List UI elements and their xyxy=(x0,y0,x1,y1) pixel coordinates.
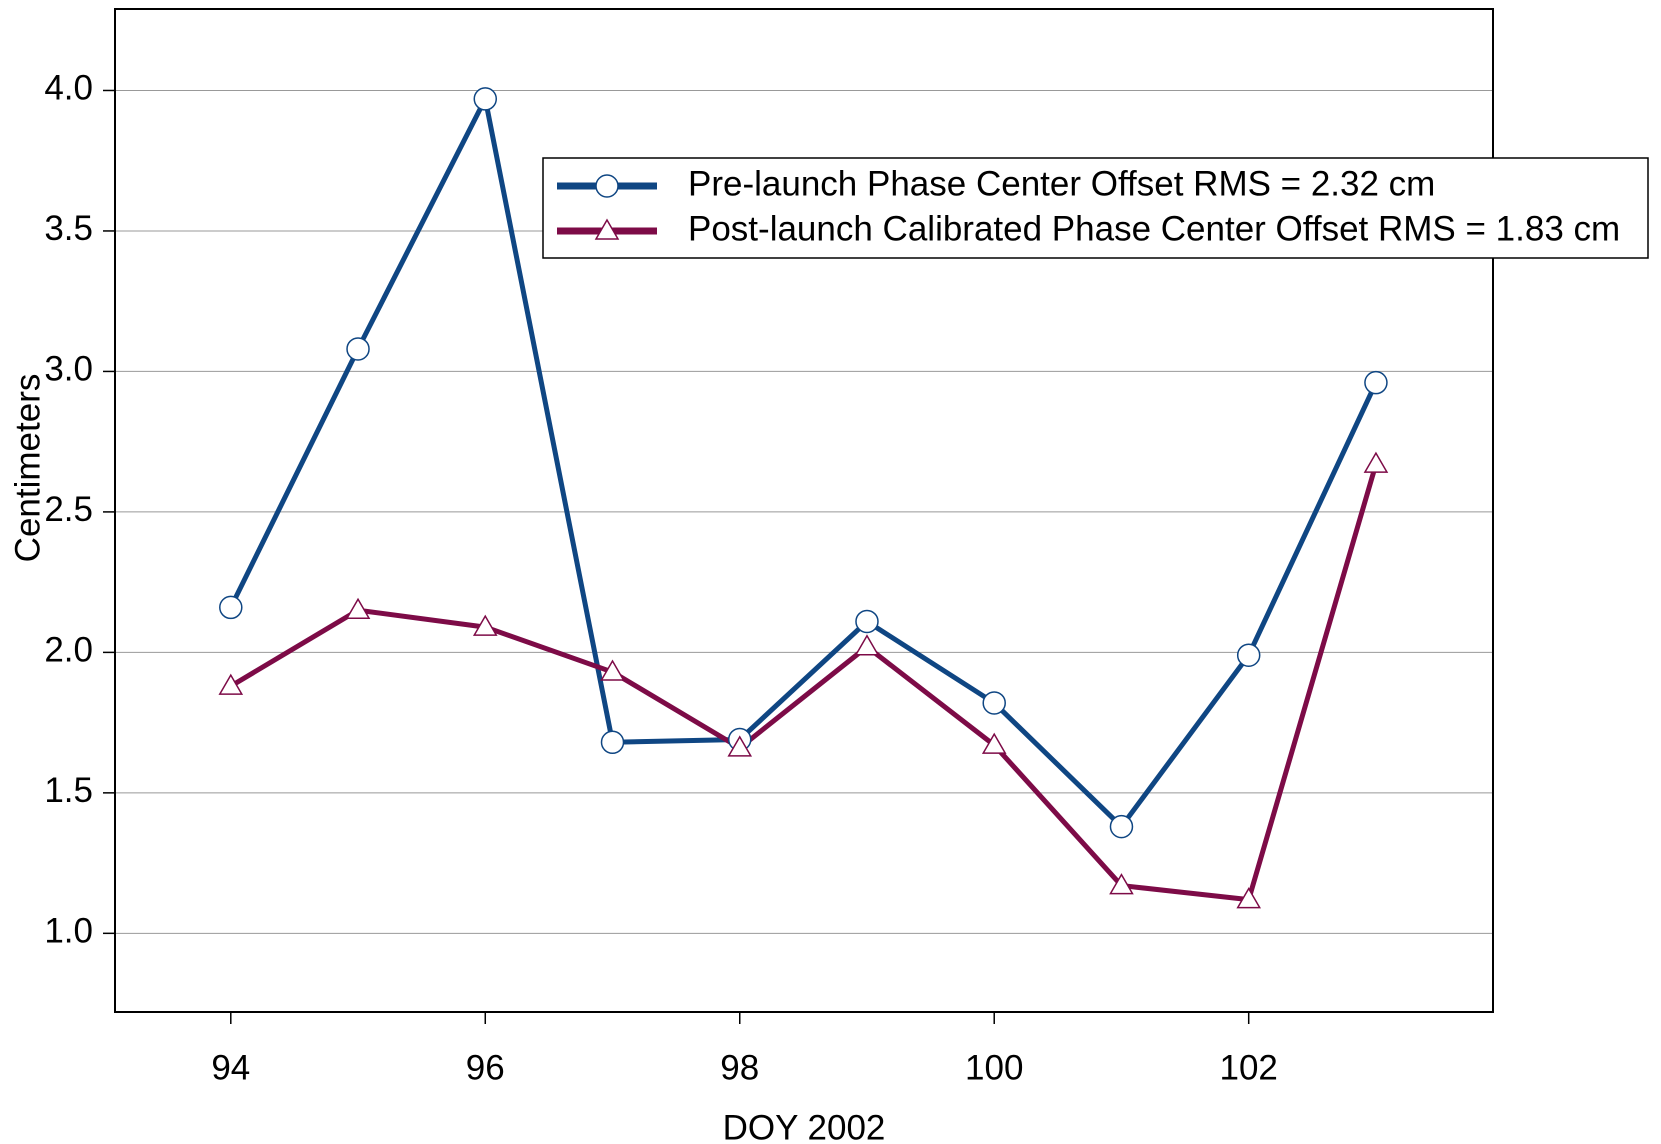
x-tick-label: 102 xyxy=(1219,1048,1277,1087)
y-tick-label: 3.0 xyxy=(44,350,93,389)
series-line xyxy=(228,96,1379,830)
marker xyxy=(595,174,619,198)
y-tick-label: 4.0 xyxy=(44,69,93,108)
y-tick-label: 1.5 xyxy=(44,771,93,810)
legend-box xyxy=(542,157,1649,259)
marker xyxy=(345,597,371,619)
marker xyxy=(219,595,243,620)
x-tick-label: 94 xyxy=(211,1048,250,1087)
y-tick-label: 2.0 xyxy=(44,631,93,670)
x-axis-label: DOY 2002 xyxy=(723,1108,886,1144)
marker xyxy=(981,732,1007,754)
legend-label: Pre-launch Phase Center Offset RMS = 2.3… xyxy=(688,164,1435,203)
y-tick-label: 2.5 xyxy=(44,490,93,529)
marker xyxy=(855,609,879,634)
y-axis-label: Centimeters xyxy=(8,374,47,563)
plot-frame xyxy=(114,8,1494,1013)
marker xyxy=(218,673,244,695)
marker xyxy=(1363,451,1389,473)
y-tick-label: 1.0 xyxy=(44,912,93,951)
marker xyxy=(472,614,498,636)
series-line xyxy=(229,463,1379,903)
marker xyxy=(473,87,498,111)
marker xyxy=(1109,814,1134,839)
x-tick-label: 100 xyxy=(965,1048,1023,1087)
marker xyxy=(854,634,880,656)
marker xyxy=(346,337,370,361)
marker xyxy=(1109,873,1134,895)
marker xyxy=(594,218,620,240)
x-tick-label: 98 xyxy=(720,1048,759,1087)
legend-label: Post-launch Calibrated Phase Center Offs… xyxy=(688,209,1620,248)
marker xyxy=(1236,887,1262,909)
y-tick-label: 3.5 xyxy=(44,209,93,248)
marker xyxy=(727,735,753,757)
marker xyxy=(1236,643,1261,667)
marker xyxy=(1364,370,1388,395)
marker xyxy=(600,659,625,681)
marker xyxy=(600,730,625,755)
x-tick-label: 96 xyxy=(466,1048,505,1087)
marker xyxy=(982,691,1006,715)
